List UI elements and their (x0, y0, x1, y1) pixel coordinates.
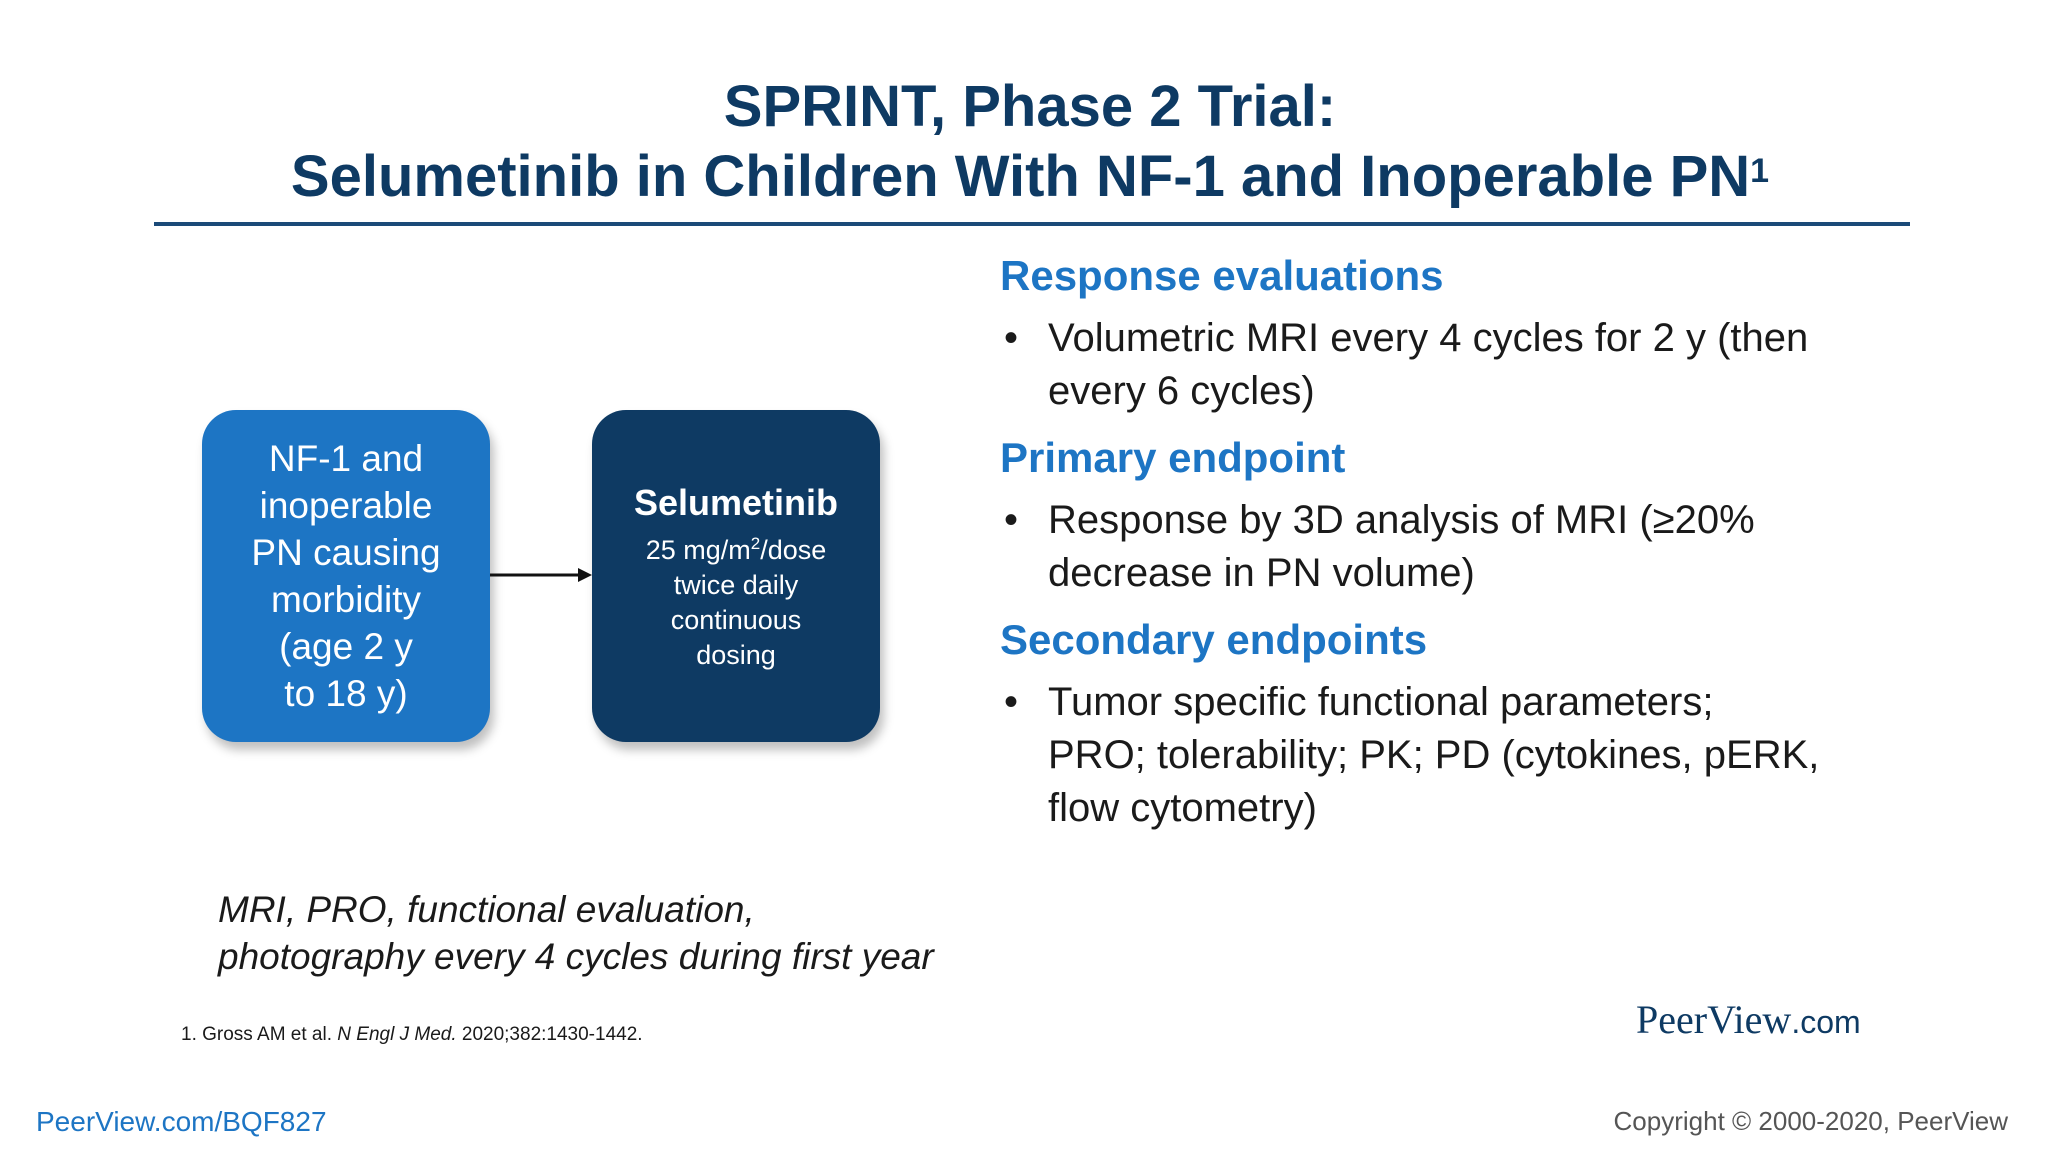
section-heading-response: Response evaluations (1000, 252, 1444, 299)
title-line-2-text: Selumetinib in Children With NF-1 and In… (290, 144, 1751, 209)
bullet-text: Volumetric MRI every 4 cycles for 2 y (t… (1048, 316, 1809, 413)
bullet-dot-icon: • (1004, 498, 1019, 542)
footer-copyright: Copyright © 2000-2020, PeerView (1613, 1106, 2008, 1136)
slide-title: SPRINT, Phase 2 Trial: Selumetinib in Ch… (150, 72, 1910, 212)
assessment-note-line-1: MRI, PRO, functional evaluation, (218, 889, 755, 930)
logo-suffix: .com (1791, 1004, 1861, 1040)
population-line: inoperable (259, 485, 433, 526)
section-heading-primary: Primary endpoint (1000, 434, 1346, 481)
title-reference-marker: 1 (1750, 152, 1770, 190)
bullet-item: • Tumor specific functional parameters; … (1000, 676, 1820, 835)
logo-name: PeerView (1636, 997, 1792, 1042)
population-line: (age 2 y (279, 626, 413, 667)
reference-suffix: 2020;382:1430-1442. (456, 1024, 643, 1045)
bullet-text: Tumor specific functional parameters; PR… (1048, 680, 1820, 830)
dose-suffix: /dose (760, 534, 827, 565)
bullet-item: • Volumetric MRI every 4 cycles for 2 y … (1000, 312, 1820, 418)
population-line: to 18 y) (284, 673, 408, 714)
treatment-line: dosing (696, 639, 776, 670)
dose-line: 25 mg/m2/dose (646, 526, 827, 568)
assessment-note-line-2: photography every 4 cycles during first … (218, 936, 934, 977)
title-line-1: SPRINT, Phase 2 Trial: (723, 74, 1337, 139)
bullet-dot-icon: • (1004, 316, 1019, 360)
bullet-text: Response by 3D analysis of MRI (≥20% dec… (1048, 498, 1755, 595)
reference-citation: 1. Gross AM et al. N Engl J Med. 2020;38… (181, 1024, 643, 1046)
treatment-box: Selumetinib 25 mg/m2/dose twice daily co… (592, 410, 880, 742)
section-heading-secondary: Secondary endpoints (1000, 616, 1428, 663)
population-line: NF-1 and (268, 438, 424, 479)
title-divider (154, 222, 1910, 226)
footer-link[interactable]: PeerView.com/BQF827 (36, 1106, 327, 1137)
treatment-line: continuous (670, 604, 802, 635)
reference-prefix: 1. Gross AM et al. (181, 1024, 338, 1045)
bullet-dot-icon: • (1004, 680, 1019, 724)
population-line: morbidity (270, 579, 422, 620)
dose-superscript: 2 (750, 533, 761, 553)
population-line: PN causing (251, 532, 441, 573)
treatment-line: twice daily (673, 569, 799, 600)
flow-arrow-icon (490, 568, 592, 582)
bullet-item: • Response by 3D analysis of MRI (≥20% d… (1000, 494, 1820, 600)
population-box: NF-1 and inoperable PN causing morbidity… (202, 410, 490, 742)
dose-prefix: 25 mg/m (645, 534, 751, 565)
reference-journal: N Engl J Med. (337, 1024, 457, 1045)
endpoints-column: Response evaluations • Volumetric MRI ev… (1000, 250, 1820, 849)
title-line-2: Selumetinib in Children With NF-1 and In… (150, 142, 1910, 212)
peerview-logo: PeerView.com (1636, 996, 1861, 1043)
drug-name: Selumetinib (633, 481, 839, 523)
assessment-note: MRI, PRO, functional evaluation, photogr… (218, 886, 1098, 980)
